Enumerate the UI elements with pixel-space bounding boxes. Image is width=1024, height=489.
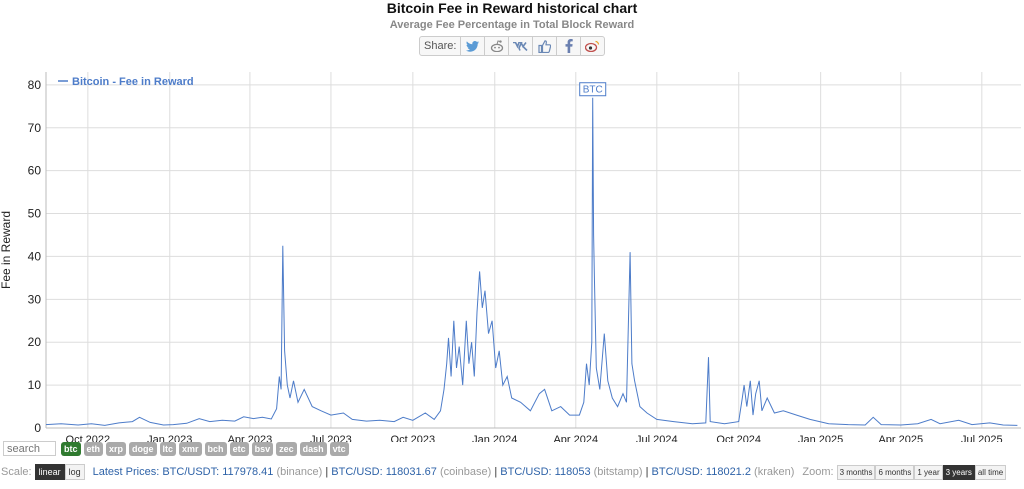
- chart-axes: 0 10 20 30 40 50 60 70 80 Oct 2022 Jan 2023 Apr 202…: [28, 72, 1021, 442]
- search-input[interactable]: [3, 441, 56, 456]
- y-tick-label: 0: [34, 421, 41, 435]
- x-tick-label: Jan 2024: [472, 434, 517, 442]
- zoom-button-3-years[interactable]: 3 years: [942, 464, 975, 480]
- y-tick-label: 10: [28, 378, 42, 392]
- coin-button-xrp[interactable]: xrp: [106, 441, 127, 456]
- facebook-icon[interactable]: [556, 37, 580, 55]
- latest-prices: Latest Prices: BTC/USDT: 117978.41 (bina…: [93, 466, 795, 478]
- zoom-options: 3 months 6 months 1 year 3 years all time: [836, 464, 1007, 480]
- chart-series: [45, 97, 1018, 426]
- zoom-button-3-months[interactable]: 3 months: [836, 464, 876, 480]
- price-separator: |: [642, 466, 652, 478]
- reddit-icon[interactable]: [484, 37, 508, 55]
- coin-button-bsv[interactable]: bsv: [251, 441, 274, 456]
- x-tick-label: Apr 2024: [553, 434, 598, 442]
- x-tick-label: Jul 2024: [636, 434, 678, 442]
- page-subtitle: Average Fee Percentage in Total Block Re…: [389, 19, 635, 31]
- x-tick-label: Jul 2025: [961, 434, 1003, 442]
- coin-button-xmr[interactable]: xmr: [179, 441, 202, 456]
- prices-label: Latest Prices:: [92, 466, 160, 478]
- x-tick-label: Apr 2025: [878, 434, 923, 442]
- x-tick-label: Oct 2023: [391, 434, 436, 442]
- x-tick-label: Oct 2024: [716, 434, 761, 442]
- share-bar: Share:: [419, 36, 606, 56]
- series-line-bitcoin: [45, 97, 1018, 426]
- coin-button-dash[interactable]: dash: [299, 441, 327, 456]
- x-tick-label: Jul 2023: [310, 434, 352, 442]
- x-tick-label: Jan 2023: [147, 434, 192, 442]
- price-item[interactable]: BTC/USD: 118021.2 (kraken): [651, 466, 795, 478]
- scale-label: Scale:: [1, 466, 32, 478]
- y-tick-label: 50: [28, 207, 42, 221]
- scale-log-button[interactable]: log: [64, 464, 85, 480]
- price-list: BTC/USDT: 117978.41 (binance) | BTC/USD:…: [162, 466, 794, 478]
- price-separator: |: [491, 466, 501, 478]
- coin-button-etc[interactable]: etc: [229, 441, 249, 456]
- chart-labels: Fee in Reward Bitcoin - Fee in Reward BTC: [0, 76, 607, 289]
- y-tick-label: 80: [28, 78, 42, 92]
- price-source: (bitstamp): [593, 466, 643, 478]
- coin-button-btc[interactable]: btc: [61, 441, 81, 456]
- chart-grid: [46, 72, 1021, 429]
- scale-linear-button[interactable]: linear: [34, 464, 65, 480]
- coin-button-ltc[interactable]: ltc: [159, 441, 177, 456]
- y-tick-label: 30: [28, 292, 42, 306]
- x-tick-label: Jan 2025: [798, 434, 843, 442]
- zoom-label: Zoom:: [802, 466, 834, 478]
- twitter-icon[interactable]: [460, 37, 484, 55]
- line-chart: 0 10 20 30 40 50 60 70 80 Oct 2022 Jan 2023 Apr 202…: [0, 72, 1021, 442]
- coin-button-eth[interactable]: eth: [83, 441, 103, 456]
- coin-button-doge[interactable]: doge: [129, 441, 157, 456]
- zoom-button-1-year[interactable]: 1 year: [914, 464, 943, 480]
- price-source: (binance): [276, 466, 323, 478]
- page-title: Bitcoin Fee in Reward historical chart: [386, 0, 638, 16]
- y-tick-label: 70: [28, 121, 42, 135]
- y-axis-label: Fee in Reward: [0, 211, 13, 289]
- x-tick-label: Apr 2023: [228, 434, 273, 442]
- x-tick-label: Oct 2022: [66, 434, 111, 442]
- info-row: Scale: linear log Latest Prices: BTC/USD…: [1, 464, 1007, 480]
- weibo-icon[interactable]: [580, 37, 604, 55]
- zoom-button-6-months[interactable]: 6 months: [875, 464, 915, 480]
- coin-button-zec[interactable]: zec: [276, 441, 297, 456]
- price-source: (kraken): [754, 466, 795, 478]
- price-separator: |: [322, 466, 332, 478]
- price-source: (coinbase): [439, 466, 492, 478]
- price-item[interactable]: BTC/USD: 118031.67 (coinbase): [331, 466, 492, 478]
- y-tick-label: 20: [28, 335, 42, 349]
- price-item[interactable]: BTC/USD: 118053 (bitstamp): [500, 466, 643, 478]
- y-tick-label: 40: [28, 249, 42, 263]
- coin-button-vtc[interactable]: vtc: [329, 441, 349, 456]
- share-label: Share:: [424, 40, 457, 52]
- zoom-button-all-time[interactable]: all time: [974, 464, 1007, 480]
- annotation-label: BTC: [583, 85, 603, 96]
- like-icon[interactable]: [532, 37, 556, 55]
- coin-button-bch[interactable]: bch: [204, 441, 227, 456]
- legend-label: Bitcoin - Fee in Reward: [72, 76, 194, 88]
- price-item[interactable]: BTC/USDT: 117978.41 (binance): [162, 466, 323, 478]
- coin-list: btc eth xrp doge ltc xmr bch etc bsv zec dash vtc: [61, 441, 349, 456]
- vk-icon[interactable]: [508, 37, 532, 55]
- annotation-box: [579, 82, 607, 97]
- y-tick-label: 60: [28, 164, 42, 178]
